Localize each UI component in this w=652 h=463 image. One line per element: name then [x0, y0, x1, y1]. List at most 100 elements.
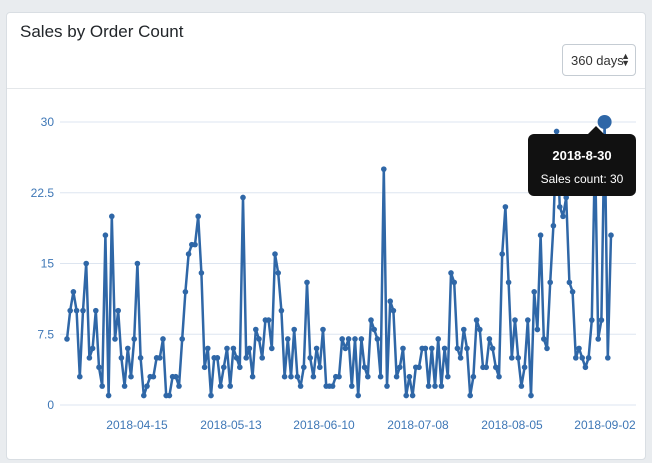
data-point[interactable] [313, 345, 320, 352]
data-point[interactable] [397, 364, 403, 371]
data-point[interactable] [208, 392, 214, 399]
data-point[interactable] [381, 166, 387, 172]
data-point[interactable] [416, 364, 422, 371]
data-point[interactable] [278, 307, 285, 314]
data-point[interactable] [317, 364, 323, 371]
data-point[interactable] [118, 355, 125, 361]
data-point[interactable] [365, 373, 371, 380]
data-point[interactable] [80, 307, 86, 314]
data-point[interactable] [192, 241, 198, 248]
data-point[interactable] [557, 204, 563, 210]
data-point[interactable] [582, 364, 589, 371]
data-point[interactable] [150, 373, 157, 380]
data-point[interactable] [89, 345, 96, 352]
data-point[interactable] [336, 373, 342, 380]
data-point[interactable] [377, 373, 384, 380]
data-point[interactable] [320, 326, 326, 333]
data-point[interactable] [467, 392, 474, 399]
data-point[interactable] [134, 260, 141, 267]
data-point[interactable] [144, 383, 150, 389]
data-point[interactable] [406, 373, 413, 380]
data-point[interactable] [608, 232, 614, 238]
data-point[interactable] [115, 307, 121, 314]
data-point[interactable] [157, 355, 163, 361]
data-point[interactable] [233, 355, 240, 361]
data-point[interactable] [505, 279, 512, 286]
data-point[interactable] [371, 326, 378, 333]
data-point[interactable] [249, 373, 256, 380]
data-point[interactable] [310, 373, 317, 380]
data-point[interactable] [141, 392, 147, 399]
date-range-select[interactable]: 360 days ▲ ▼ [562, 44, 636, 76]
data-point[interactable] [441, 345, 448, 352]
data-point[interactable] [512, 317, 518, 323]
data-point[interactable] [93, 307, 99, 314]
data-point[interactable] [217, 383, 224, 389]
data-point[interactable] [595, 336, 601, 342]
data-point[interactable] [109, 213, 115, 220]
data-point[interactable] [265, 317, 272, 323]
data-point[interactable] [160, 336, 166, 342]
data-point[interactable] [73, 307, 80, 314]
data-point[interactable] [64, 336, 70, 342]
data-point[interactable] [256, 336, 262, 342]
data-point[interactable] [515, 355, 521, 361]
data-point[interactable] [224, 345, 230, 352]
data-point[interactable] [489, 345, 496, 352]
data-point[interactable] [470, 373, 477, 380]
data-point[interactable] [486, 336, 493, 342]
data-point[interactable] [509, 355, 515, 361]
data-point[interactable] [400, 345, 406, 352]
data-point[interactable] [531, 289, 537, 295]
data-point[interactable] [121, 383, 128, 389]
data-point[interactable] [534, 326, 541, 333]
data-point[interactable] [403, 392, 410, 399]
data-point[interactable] [185, 251, 192, 257]
data-point[interactable] [448, 270, 454, 276]
data-point[interactable] [137, 355, 144, 361]
data-point[interactable] [537, 232, 544, 238]
data-point[interactable] [86, 355, 93, 361]
data-point[interactable] [269, 345, 275, 352]
data-point[interactable] [605, 355, 611, 361]
data-point[interactable] [493, 364, 499, 371]
data-point[interactable] [125, 345, 131, 352]
data-point[interactable] [201, 364, 208, 371]
data-point[interactable] [67, 307, 73, 314]
data-point[interactable] [550, 222, 557, 229]
data-point[interactable] [483, 364, 490, 371]
data-point[interactable] [349, 383, 355, 389]
data-point[interactable] [198, 270, 205, 276]
data-point[interactable] [355, 392, 362, 399]
data-point[interactable] [435, 336, 442, 342]
data-point[interactable] [345, 336, 352, 342]
data-point[interactable] [288, 373, 294, 380]
data-point[interactable] [432, 383, 438, 389]
data-point[interactable] [393, 373, 400, 380]
data-point[interactable] [281, 373, 288, 380]
data-point[interactable] [77, 373, 83, 380]
data-point[interactable] [307, 355, 314, 361]
data-point[interactable] [112, 336, 118, 342]
data-point[interactable] [105, 392, 112, 399]
data-point[interactable] [182, 289, 189, 295]
data-point[interactable] [429, 345, 435, 352]
data-point[interactable] [518, 383, 525, 389]
data-point[interactable] [358, 336, 365, 342]
data-point[interactable] [573, 355, 579, 361]
data-point[interactable] [597, 115, 612, 129]
data-point[interactable] [291, 326, 298, 333]
data-point[interactable] [368, 317, 374, 323]
data-point[interactable] [205, 345, 211, 352]
data-point[interactable] [361, 364, 368, 371]
data-point[interactable] [285, 336, 291, 342]
data-point[interactable] [445, 373, 451, 380]
data-point[interactable] [83, 260, 89, 267]
data-point[interactable] [528, 392, 534, 399]
data-point[interactable] [227, 383, 233, 389]
data-point[interactable] [473, 317, 480, 323]
data-point[interactable] [342, 345, 349, 352]
data-point[interactable] [502, 204, 509, 210]
data-point[interactable] [384, 383, 390, 389]
